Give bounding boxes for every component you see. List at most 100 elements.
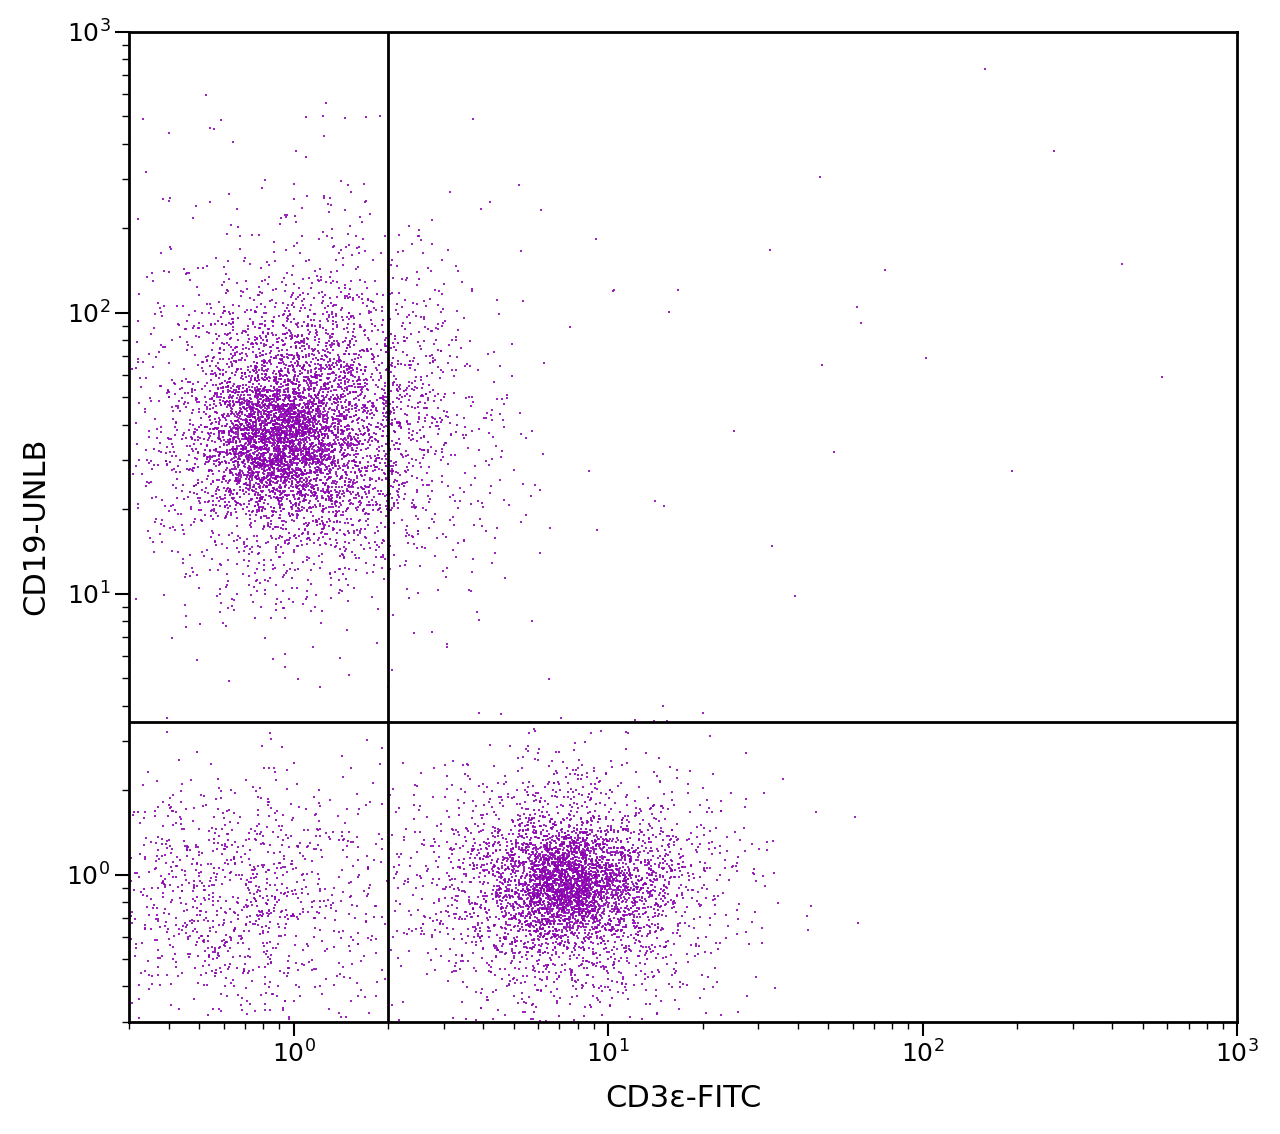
Point — [325, 531, 346, 549]
Point — [321, 898, 342, 916]
Point — [543, 922, 563, 940]
Point — [279, 447, 300, 465]
Point — [493, 906, 513, 924]
Point — [508, 914, 529, 932]
Point — [595, 877, 616, 895]
Point — [344, 390, 365, 408]
Point — [255, 418, 275, 437]
Point — [260, 381, 280, 399]
Point — [137, 450, 157, 468]
Point — [644, 878, 664, 896]
Point — [527, 896, 548, 914]
Point — [581, 788, 602, 806]
Point — [362, 350, 383, 369]
Point — [572, 786, 593, 804]
Point — [579, 871, 599, 889]
Point — [498, 788, 518, 806]
Point — [242, 408, 262, 426]
Point — [259, 919, 279, 937]
Point — [275, 437, 296, 455]
Point — [640, 924, 660, 942]
Point — [315, 342, 335, 361]
Point — [598, 896, 618, 914]
Point — [296, 477, 316, 496]
Point — [334, 488, 355, 506]
Point — [360, 793, 380, 811]
Point — [552, 861, 572, 879]
Point — [189, 866, 210, 885]
Point — [529, 911, 549, 929]
Point — [227, 466, 247, 484]
Point — [570, 890, 590, 908]
Point — [678, 871, 699, 889]
Point — [517, 864, 538, 882]
Point — [579, 869, 599, 887]
Point — [541, 875, 562, 894]
Point — [503, 857, 524, 875]
Point — [566, 856, 586, 874]
Point — [282, 474, 302, 492]
Point — [289, 441, 310, 459]
Point — [531, 850, 552, 869]
Point — [276, 375, 297, 393]
Point — [291, 416, 311, 434]
Point — [216, 459, 237, 477]
Point — [253, 380, 274, 398]
Point — [536, 835, 557, 853]
Point — [302, 403, 323, 421]
Point — [206, 413, 227, 431]
Point — [303, 389, 324, 407]
Point — [216, 417, 237, 435]
Point — [306, 411, 326, 429]
Point — [704, 887, 724, 905]
Point — [297, 450, 317, 468]
Point — [357, 447, 378, 465]
Point — [312, 442, 333, 460]
Point — [429, 837, 449, 855]
Point — [521, 852, 541, 870]
Point — [598, 816, 618, 835]
Point — [343, 366, 364, 384]
Point — [509, 904, 530, 922]
Point — [312, 320, 333, 338]
Point — [604, 955, 625, 973]
Point — [320, 356, 340, 374]
Point — [536, 873, 557, 891]
Point — [308, 452, 329, 471]
Point — [293, 432, 314, 450]
Point — [151, 423, 172, 441]
Point — [233, 421, 253, 439]
Point — [402, 352, 422, 370]
Point — [548, 905, 568, 923]
Point — [287, 464, 307, 482]
Point — [140, 966, 160, 984]
Point — [294, 423, 315, 441]
Point — [241, 947, 261, 965]
Point — [445, 954, 466, 972]
Point — [310, 415, 330, 433]
Point — [497, 904, 517, 922]
Point — [326, 395, 347, 413]
Point — [617, 879, 637, 897]
Point — [256, 457, 276, 475]
Point — [655, 948, 676, 966]
Point — [334, 357, 355, 375]
Point — [355, 387, 375, 405]
Point — [596, 858, 617, 877]
Point — [257, 400, 278, 418]
Point — [328, 485, 348, 503]
Point — [529, 882, 549, 900]
Point — [507, 971, 527, 989]
Point — [269, 418, 289, 437]
Point — [393, 328, 413, 346]
Point — [530, 925, 550, 943]
Point — [237, 396, 257, 414]
Point — [293, 437, 314, 455]
Point — [556, 872, 576, 890]
Point — [590, 888, 611, 906]
Point — [276, 433, 297, 451]
Point — [338, 304, 358, 322]
Point — [270, 429, 291, 447]
Point — [191, 855, 211, 873]
Point — [339, 428, 360, 446]
